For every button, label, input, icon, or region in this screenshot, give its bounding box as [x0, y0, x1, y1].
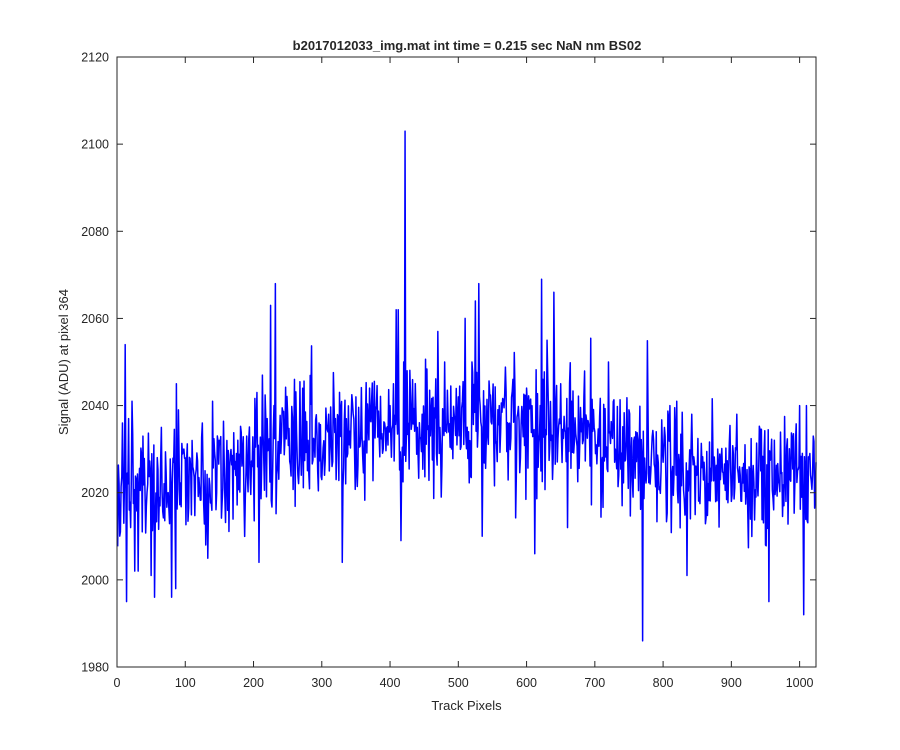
x-tick-label: 500	[448, 676, 469, 690]
x-tick-label: 300	[311, 676, 332, 690]
plot-area	[117, 57, 816, 667]
x-tick-label: 1000	[786, 676, 814, 690]
x-tick-label: 0	[114, 676, 121, 690]
x-axis-label: Track Pixels	[431, 698, 502, 713]
y-tick-label: 2100	[81, 138, 109, 152]
x-tick-label: 700	[584, 676, 605, 690]
y-tick-label: 2020	[81, 486, 109, 500]
x-tick-label: 200	[243, 676, 264, 690]
x-tick-label: 400	[380, 676, 401, 690]
y-tick-label: 2040	[81, 399, 109, 413]
x-tick-label: 900	[721, 676, 742, 690]
y-tick-label: 2080	[81, 225, 109, 239]
y-tick-label: 1980	[81, 661, 109, 675]
y-tick-label: 2120	[81, 51, 109, 65]
x-tick-label: 800	[653, 676, 674, 690]
chart-title: b2017012033_img.mat int time = 0.215 sec…	[293, 38, 642, 53]
ticks-group: 0 100 200 300 400 500 600 700 800 900 1000 1980 2000…	[81, 51, 816, 690]
y-tick-label: 2000	[81, 573, 109, 587]
series-line	[116, 130, 817, 642]
x-tick-label: 100	[175, 676, 196, 690]
plot-frame	[116, 56, 817, 668]
series-group	[116, 130, 817, 642]
y-tick-label: 2060	[81, 312, 109, 326]
y-axis-label: Signal (ADU) at pixel 364	[56, 289, 71, 435]
x-tick-label: 600	[516, 676, 537, 690]
